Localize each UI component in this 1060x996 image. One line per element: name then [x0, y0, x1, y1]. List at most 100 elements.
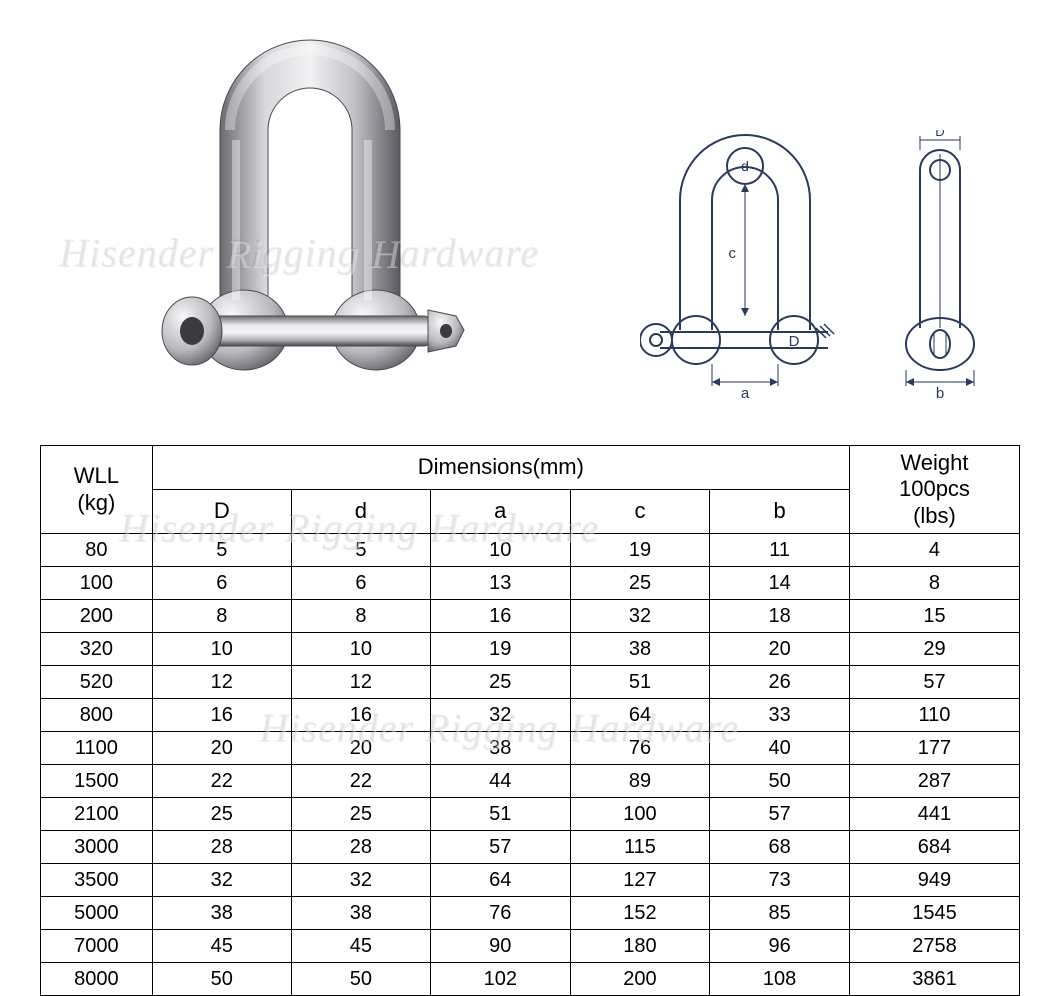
shackle-diagram: D d c a — [640, 130, 1020, 420]
table-cell: 102 — [430, 963, 570, 996]
col-header-b: b — [710, 490, 850, 534]
table-cell: 33 — [710, 699, 850, 732]
col-header-dimensions: Dimensions(mm) — [152, 446, 849, 490]
diagram-label-a: a — [741, 385, 750, 402]
table-cell: 8 — [849, 567, 1019, 600]
diagram-label-d: d — [741, 158, 749, 174]
table-cell: 20 — [291, 732, 430, 765]
table-cell: 5000 — [41, 897, 153, 930]
table-cell: 3861 — [849, 963, 1019, 996]
table-cell: 16 — [430, 600, 570, 633]
table-cell: 25 — [430, 666, 570, 699]
table-cell: 5 — [152, 534, 291, 567]
table-cell: 40 — [710, 732, 850, 765]
table-cell: 57 — [430, 831, 570, 864]
table-cell: 96 — [710, 930, 850, 963]
table-cell: 8 — [291, 600, 430, 633]
table-cell: 29 — [849, 633, 1019, 666]
table-cell: 57 — [710, 798, 850, 831]
table-cell: 19 — [570, 534, 710, 567]
table-cell: 51 — [430, 798, 570, 831]
table-cell: 45 — [152, 930, 291, 963]
table-cell: 18 — [710, 600, 850, 633]
table-cell: 177 — [849, 732, 1019, 765]
table-cell: 89 — [570, 765, 710, 798]
table-row: 80551019114 — [41, 534, 1020, 567]
table-cell: 115 — [570, 831, 710, 864]
table-cell: 4 — [849, 534, 1019, 567]
table-cell: 25 — [152, 798, 291, 831]
table-cell: 520 — [41, 666, 153, 699]
table-row: 2008816321815 — [41, 600, 1020, 633]
table-cell: 14 — [710, 567, 850, 600]
table-cell: 50 — [291, 963, 430, 996]
table-cell: 684 — [849, 831, 1019, 864]
table-cell: 3500 — [41, 864, 153, 897]
col-header-d: d — [291, 490, 430, 534]
table-cell: 38 — [430, 732, 570, 765]
table-cell: 20 — [710, 633, 850, 666]
col-header-c: c — [570, 490, 710, 534]
table-cell: 25 — [570, 567, 710, 600]
table-cell: 6 — [291, 567, 430, 600]
table-cell: 6 — [152, 567, 291, 600]
table-cell: 110 — [849, 699, 1019, 732]
diagram-label-D: D — [789, 333, 800, 350]
table-cell: 8 — [152, 600, 291, 633]
table-cell: 127 — [570, 864, 710, 897]
spec-table-wrap: WLL (kg) Dimensions(mm) Weight 100pcs (l… — [40, 445, 1020, 996]
table-cell: 19 — [430, 633, 570, 666]
table-cell: 12 — [152, 666, 291, 699]
table-cell: 22 — [152, 765, 291, 798]
diagram-label-b: b — [936, 385, 944, 402]
table-cell: 26 — [710, 666, 850, 699]
table-cell: 7000 — [41, 930, 153, 963]
table-row: 100661325148 — [41, 567, 1020, 600]
table-cell: 76 — [430, 897, 570, 930]
table-cell: 1500 — [41, 765, 153, 798]
table-cell: 15 — [849, 600, 1019, 633]
table-cell: 44 — [430, 765, 570, 798]
table-cell: 28 — [291, 831, 430, 864]
table-cell: 90 — [430, 930, 570, 963]
table-cell: 5 — [291, 534, 430, 567]
table-cell: 2100 — [41, 798, 153, 831]
table-cell: 320 — [41, 633, 153, 666]
page: D d c a — [0, 0, 1060, 994]
table-row: 800050501022001083861 — [41, 963, 1020, 996]
table-row: 520121225512657 — [41, 666, 1020, 699]
table-cell: 45 — [291, 930, 430, 963]
table-cell: 68 — [710, 831, 850, 864]
table-cell: 64 — [430, 864, 570, 897]
table-cell: 50 — [152, 963, 291, 996]
table-row: 350032326412773949 — [41, 864, 1020, 897]
table-cell: 200 — [570, 963, 710, 996]
table-row: 7000454590180962758 — [41, 930, 1020, 963]
table-cell: 32 — [291, 864, 430, 897]
table-cell: 57 — [849, 666, 1019, 699]
table-cell: 38 — [291, 897, 430, 930]
table-cell: 3000 — [41, 831, 153, 864]
table-cell: 22 — [291, 765, 430, 798]
table-cell: 12 — [291, 666, 430, 699]
table-cell: 16 — [152, 699, 291, 732]
table-cell: 51 — [570, 666, 710, 699]
table-cell: 949 — [849, 864, 1019, 897]
col-header-weight: Weight 100pcs (lbs) — [849, 446, 1019, 534]
col-header-D: D — [152, 490, 291, 534]
table-cell: 10 — [291, 633, 430, 666]
shackle-photo — [150, 10, 490, 410]
spec-table: WLL (kg) Dimensions(mm) Weight 100pcs (l… — [40, 445, 1020, 996]
table-cell: 38 — [570, 633, 710, 666]
table-row: 8001616326433110 — [41, 699, 1020, 732]
table-cell: 8000 — [41, 963, 153, 996]
table-cell: 1100 — [41, 732, 153, 765]
table-cell: 441 — [849, 798, 1019, 831]
diagram-label-c: c — [729, 245, 737, 262]
table-cell: 32 — [430, 699, 570, 732]
table-cell: 85 — [710, 897, 850, 930]
table-row: 320101019382029 — [41, 633, 1020, 666]
table-cell: 76 — [570, 732, 710, 765]
table-row: 300028285711568684 — [41, 831, 1020, 864]
table-cell: 200 — [41, 600, 153, 633]
